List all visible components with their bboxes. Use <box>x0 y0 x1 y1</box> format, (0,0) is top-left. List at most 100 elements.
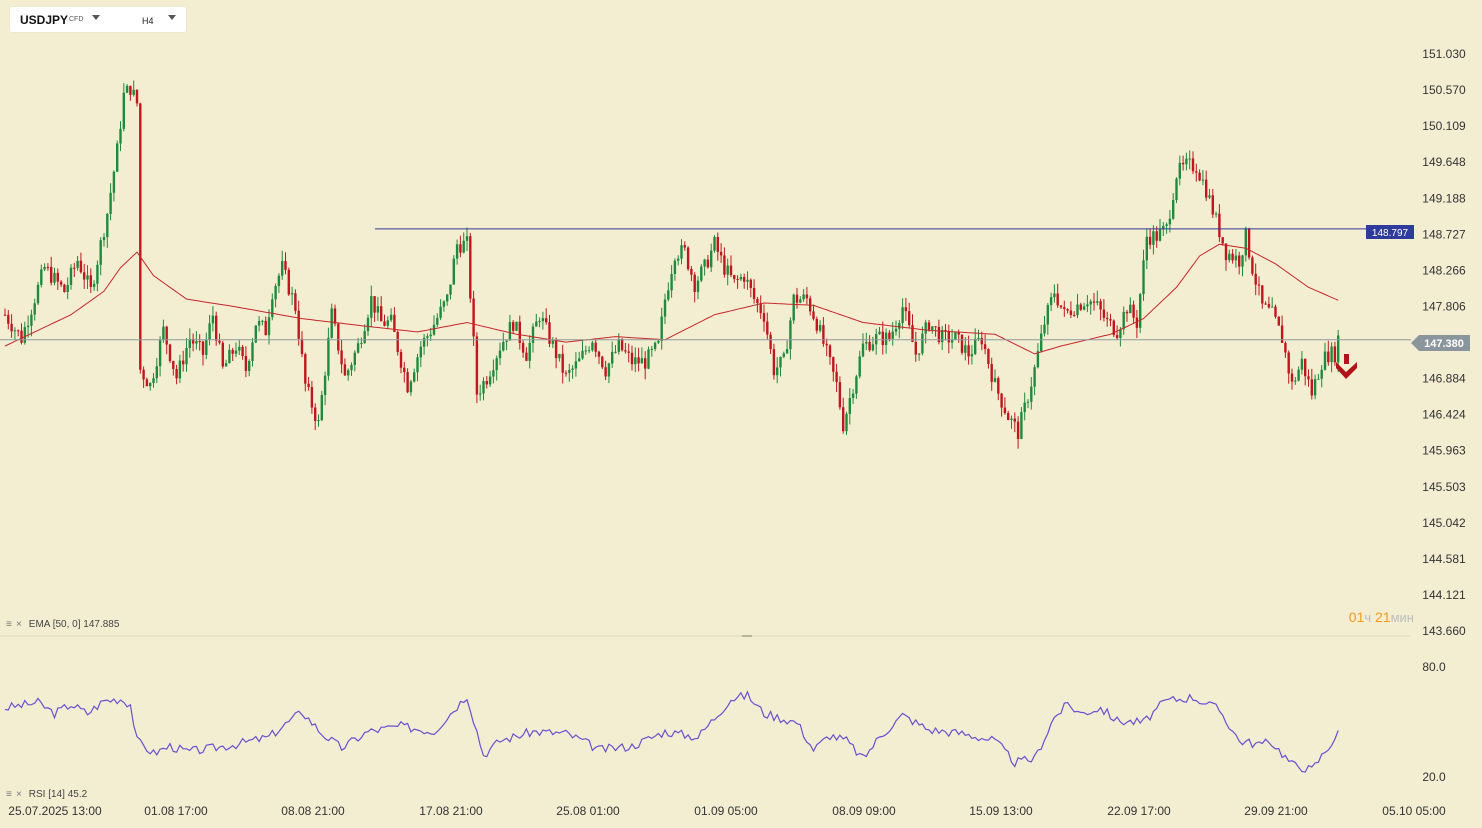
symbol-label[interactable]: USDJPY <box>20 13 69 27</box>
candle <box>1082 302 1086 311</box>
candle <box>1267 296 1271 309</box>
candle <box>96 260 99 292</box>
candle <box>327 327 330 381</box>
candle <box>805 287 809 305</box>
candle <box>587 346 591 354</box>
candle <box>1145 228 1148 270</box>
candle <box>729 255 733 278</box>
candle <box>594 339 597 358</box>
rsi-legend[interactable]: ≡ × RSI [14] 45.2 <box>6 789 87 800</box>
horizontal-level-badge[interactable]: 148.797 <box>1366 225 1414 239</box>
candle <box>482 377 485 401</box>
price-axis-label: 148.266 <box>1422 263 1466 277</box>
candle <box>1231 249 1234 264</box>
candle <box>917 353 921 361</box>
timeframe-dropdown-icon[interactable] <box>168 15 176 20</box>
pane-resize-handle[interactable] <box>742 635 752 637</box>
candle <box>1043 315 1046 337</box>
candle <box>904 297 908 321</box>
candle <box>1241 254 1244 277</box>
candle <box>630 345 634 371</box>
candle <box>1003 397 1007 415</box>
candle <box>234 342 238 358</box>
menu-icon[interactable]: ≡ <box>6 619 12 630</box>
candle <box>215 311 218 346</box>
candle <box>488 370 492 387</box>
menu-icon[interactable]: ≡ <box>6 789 12 800</box>
candle <box>908 302 911 328</box>
candle <box>861 333 865 358</box>
candle <box>640 347 644 364</box>
candle <box>881 321 884 355</box>
candle <box>591 340 594 352</box>
candle <box>109 183 112 221</box>
candle <box>690 266 693 282</box>
candle <box>719 243 723 263</box>
candle <box>188 328 191 358</box>
timer-minutes: 21 <box>1375 609 1391 625</box>
price-axis-label: 145.042 <box>1422 516 1466 530</box>
candle <box>865 332 868 351</box>
candle <box>571 365 574 379</box>
horizontal-level-label: 148.797 <box>1372 228 1409 239</box>
candle <box>330 303 333 339</box>
candle <box>218 333 221 345</box>
candle <box>436 313 439 328</box>
candle <box>53 267 56 286</box>
candle <box>670 265 673 298</box>
candle <box>802 289 805 302</box>
time-axis-label: 01.09 05:00 <box>694 804 758 818</box>
timeframe-label[interactable]: H4 <box>142 16 154 26</box>
ema-legend[interactable]: ≡ × EMA [50, 0] 147.885 <box>6 619 119 630</box>
candle <box>545 308 548 325</box>
candle <box>822 317 825 347</box>
candle <box>145 377 149 387</box>
time-axis-label: 29.09 21:00 <box>1244 804 1308 818</box>
candle <box>1053 284 1056 303</box>
candle <box>254 325 257 344</box>
symbol-toolbar[interactable]: USDJPY CFD H4 <box>10 7 186 32</box>
candle <box>901 298 904 330</box>
candle <box>406 368 409 394</box>
candle <box>693 272 696 303</box>
candle <box>898 320 901 339</box>
candle <box>370 285 373 328</box>
candle <box>211 305 215 332</box>
candle <box>1234 248 1238 268</box>
candle <box>498 342 502 366</box>
candle <box>277 273 281 293</box>
candle <box>1076 293 1079 319</box>
candle <box>974 328 977 356</box>
candle <box>446 293 449 306</box>
candle <box>271 293 274 321</box>
candle <box>231 347 234 362</box>
candle <box>541 311 545 330</box>
close-icon[interactable]: × <box>16 789 22 800</box>
price-axis-label: 149.648 <box>1422 155 1466 169</box>
candle <box>317 414 320 427</box>
candle <box>10 314 13 338</box>
candle <box>314 403 317 431</box>
candle <box>663 293 667 325</box>
candle <box>1079 302 1082 312</box>
candle <box>69 264 73 290</box>
candle <box>653 341 657 352</box>
candle <box>135 89 139 107</box>
rsi-legend-value: 45.2 <box>67 789 88 800</box>
price-axis-label: 144.581 <box>1422 552 1466 566</box>
candle <box>310 380 314 414</box>
candle <box>1109 313 1112 327</box>
candle <box>20 323 23 345</box>
candle <box>1287 350 1290 384</box>
candle <box>76 255 79 271</box>
candle <box>1297 366 1300 382</box>
candle <box>1086 295 1089 313</box>
candle <box>1092 293 1096 311</box>
candle <box>1294 376 1297 385</box>
candle <box>931 326 934 334</box>
close-icon[interactable]: × <box>16 619 22 630</box>
candle <box>439 299 442 321</box>
price-axis-label: 151.030 <box>1422 47 1466 61</box>
symbol-dropdown-icon[interactable] <box>92 15 100 20</box>
